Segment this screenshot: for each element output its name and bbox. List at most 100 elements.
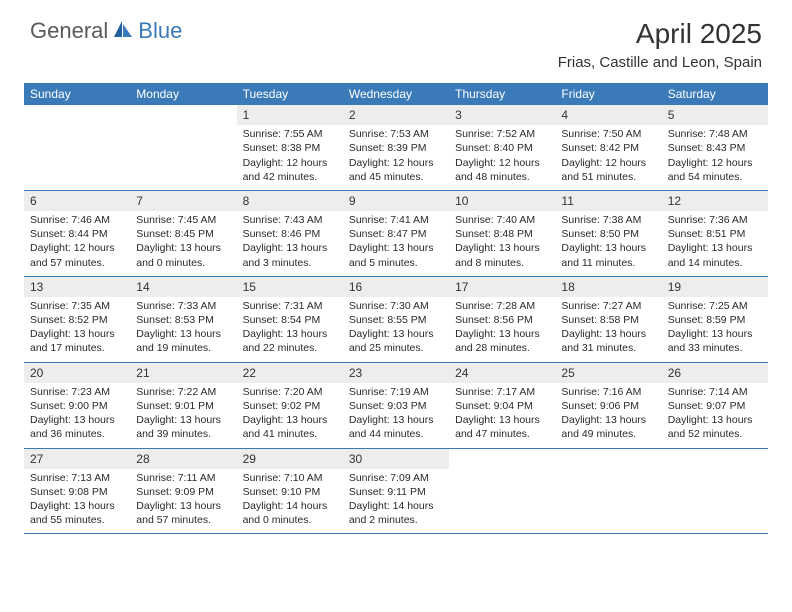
day-cell: 29Sunrise: 7:10 AMSunset: 9:10 PMDayligh…	[237, 449, 343, 534]
daylight-text: Daylight: 12 hours and 42 minutes.	[243, 156, 337, 184]
day-cell	[130, 105, 236, 190]
day-cell: 24Sunrise: 7:17 AMSunset: 9:04 PMDayligh…	[449, 363, 555, 448]
sunrise-text: Sunrise: 7:25 AM	[668, 299, 762, 313]
daylight-text: Daylight: 12 hours and 48 minutes.	[455, 156, 549, 184]
sunset-text: Sunset: 8:40 PM	[455, 141, 549, 155]
sunset-text: Sunset: 9:00 PM	[30, 399, 124, 413]
daylight-text: Daylight: 13 hours and 19 minutes.	[136, 327, 230, 355]
sunset-text: Sunset: 8:38 PM	[243, 141, 337, 155]
sunset-text: Sunset: 8:58 PM	[561, 313, 655, 327]
sunset-text: Sunset: 9:01 PM	[136, 399, 230, 413]
day-number: 2	[343, 105, 449, 125]
day-body: Sunrise: 7:40 AMSunset: 8:48 PMDaylight:…	[449, 211, 555, 276]
day-number: 18	[555, 277, 661, 297]
sunrise-text: Sunrise: 7:31 AM	[243, 299, 337, 313]
day-body: Sunrise: 7:10 AMSunset: 9:10 PMDaylight:…	[237, 469, 343, 534]
sunrise-text: Sunrise: 7:45 AM	[136, 213, 230, 227]
sunrise-text: Sunrise: 7:41 AM	[349, 213, 443, 227]
day-body: Sunrise: 7:53 AMSunset: 8:39 PMDaylight:…	[343, 125, 449, 190]
sunset-text: Sunset: 8:47 PM	[349, 227, 443, 241]
day-number: 19	[662, 277, 768, 297]
sunrise-text: Sunrise: 7:22 AM	[136, 385, 230, 399]
sunrise-text: Sunrise: 7:53 AM	[349, 127, 443, 141]
day-number: 7	[130, 191, 236, 211]
sunrise-text: Sunrise: 7:40 AM	[455, 213, 549, 227]
daylight-text: Daylight: 13 hours and 5 minutes.	[349, 241, 443, 269]
day-cell: 13Sunrise: 7:35 AMSunset: 8:52 PMDayligh…	[24, 277, 130, 362]
sunrise-text: Sunrise: 7:52 AM	[455, 127, 549, 141]
day-number: 14	[130, 277, 236, 297]
sunset-text: Sunset: 9:11 PM	[349, 485, 443, 499]
day-cell: 27Sunrise: 7:13 AMSunset: 9:08 PMDayligh…	[24, 449, 130, 534]
day-number: 1	[237, 105, 343, 125]
day-number: 4	[555, 105, 661, 125]
weekday-header-cell: Monday	[130, 83, 236, 105]
day-number: 10	[449, 191, 555, 211]
day-body: Sunrise: 7:35 AMSunset: 8:52 PMDaylight:…	[24, 297, 130, 362]
sunrise-text: Sunrise: 7:28 AM	[455, 299, 549, 313]
sunrise-text: Sunrise: 7:13 AM	[30, 471, 124, 485]
sunset-text: Sunset: 9:10 PM	[243, 485, 337, 499]
day-number: 29	[237, 449, 343, 469]
daylight-text: Daylight: 13 hours and 36 minutes.	[30, 413, 124, 441]
sunset-text: Sunset: 8:54 PM	[243, 313, 337, 327]
sunset-text: Sunset: 8:50 PM	[561, 227, 655, 241]
daylight-text: Daylight: 13 hours and 28 minutes.	[455, 327, 549, 355]
sunrise-text: Sunrise: 7:38 AM	[561, 213, 655, 227]
sunrise-text: Sunrise: 7:48 AM	[668, 127, 762, 141]
sunset-text: Sunset: 9:06 PM	[561, 399, 655, 413]
daylight-text: Daylight: 13 hours and 39 minutes.	[136, 413, 230, 441]
sunset-text: Sunset: 9:02 PM	[243, 399, 337, 413]
day-body: Sunrise: 7:09 AMSunset: 9:11 PMDaylight:…	[343, 469, 449, 534]
day-cell: 5Sunrise: 7:48 AMSunset: 8:43 PMDaylight…	[662, 105, 768, 190]
day-body: Sunrise: 7:25 AMSunset: 8:59 PMDaylight:…	[662, 297, 768, 362]
sunset-text: Sunset: 8:51 PM	[668, 227, 762, 241]
sunset-text: Sunset: 8:43 PM	[668, 141, 762, 155]
day-number: 15	[237, 277, 343, 297]
sunrise-text: Sunrise: 7:55 AM	[243, 127, 337, 141]
day-cell: 20Sunrise: 7:23 AMSunset: 9:00 PMDayligh…	[24, 363, 130, 448]
day-cell: 12Sunrise: 7:36 AMSunset: 8:51 PMDayligh…	[662, 191, 768, 276]
day-cell	[24, 105, 130, 190]
sunset-text: Sunset: 8:55 PM	[349, 313, 443, 327]
sunrise-text: Sunrise: 7:35 AM	[30, 299, 124, 313]
day-number: 27	[24, 449, 130, 469]
day-number: 21	[130, 363, 236, 383]
sunrise-text: Sunrise: 7:17 AM	[455, 385, 549, 399]
day-body: Sunrise: 7:23 AMSunset: 9:00 PMDaylight:…	[24, 383, 130, 448]
day-cell: 14Sunrise: 7:33 AMSunset: 8:53 PMDayligh…	[130, 277, 236, 362]
sunset-text: Sunset: 9:04 PM	[455, 399, 549, 413]
day-body: Sunrise: 7:28 AMSunset: 8:56 PMDaylight:…	[449, 297, 555, 362]
sunset-text: Sunset: 8:44 PM	[30, 227, 124, 241]
day-cell: 11Sunrise: 7:38 AMSunset: 8:50 PMDayligh…	[555, 191, 661, 276]
day-cell: 15 Sunrise: 7:31 AMSunset: 8:54 PMDayligh…	[237, 277, 343, 362]
sunset-text: Sunset: 8:56 PM	[455, 313, 549, 327]
day-number: 20	[24, 363, 130, 383]
sunrise-text: Sunrise: 7:36 AM	[668, 213, 762, 227]
day-cell	[449, 449, 555, 534]
weekday-header-row: SundayMondayTuesdayWednesdayThursdayFrid…	[24, 83, 768, 105]
daylight-text: Daylight: 13 hours and 22 minutes.	[243, 327, 337, 355]
sunrise-text: Sunrise: 7:43 AM	[243, 213, 337, 227]
sunset-text: Sunset: 9:03 PM	[349, 399, 443, 413]
daylight-text: Daylight: 12 hours and 51 minutes.	[561, 156, 655, 184]
day-cell: 2Sunrise: 7:53 AMSunset: 8:39 PMDaylight…	[343, 105, 449, 190]
daylight-text: Daylight: 13 hours and 33 minutes.	[668, 327, 762, 355]
day-cell: 9Sunrise: 7:41 AMSunset: 8:47 PMDaylight…	[343, 191, 449, 276]
daylight-text: Daylight: 12 hours and 57 minutes.	[30, 241, 124, 269]
sunset-text: Sunset: 8:39 PM	[349, 141, 443, 155]
day-number: 6	[24, 191, 130, 211]
daylight-text: Daylight: 14 hours and 0 minutes.	[243, 499, 337, 527]
day-body: Sunrise: 7:36 AMSunset: 8:51 PMDaylight:…	[662, 211, 768, 276]
day-cell: 17Sunrise: 7:28 AMSunset: 8:56 PMDayligh…	[449, 277, 555, 362]
weekday-header-cell: Thursday	[449, 83, 555, 105]
day-body: Sunrise: 7:16 AMSunset: 9:06 PMDaylight:…	[555, 383, 661, 448]
day-number: 13	[24, 277, 130, 297]
day-cell: 4Sunrise: 7:50 AMSunset: 8:42 PMDaylight…	[555, 105, 661, 190]
day-number: 5	[662, 105, 768, 125]
week-row: 13Sunrise: 7:35 AMSunset: 8:52 PMDayligh…	[24, 277, 768, 363]
daylight-text: Daylight: 13 hours and 57 minutes.	[136, 499, 230, 527]
weekday-header-cell: Friday	[555, 83, 661, 105]
title-block: April 2025 Frias, Castille and Leon, Spa…	[558, 18, 762, 71]
sunset-text: Sunset: 8:42 PM	[561, 141, 655, 155]
